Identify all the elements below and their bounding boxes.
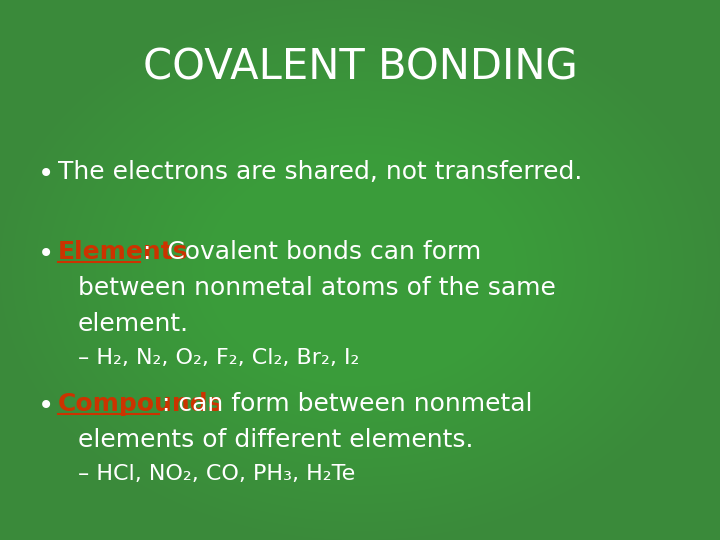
Text: :  Covalent bonds can form: : Covalent bonds can form: [143, 240, 481, 264]
Text: – H₂, N₂, O₂, F₂, Cl₂, Br₂, I₂: – H₂, N₂, O₂, F₂, Cl₂, Br₂, I₂: [78, 348, 359, 368]
Text: •: •: [38, 240, 54, 268]
Text: element.: element.: [78, 312, 189, 336]
Text: : can form between nonmetal: : can form between nonmetal: [162, 392, 533, 416]
Text: COVALENT BONDING: COVALENT BONDING: [143, 47, 577, 89]
Text: The electrons are shared, not transferred.: The electrons are shared, not transferre…: [58, 160, 582, 184]
Text: Compounds: Compounds: [58, 392, 223, 416]
Text: •: •: [38, 160, 54, 188]
Text: between nonmetal atoms of the same: between nonmetal atoms of the same: [78, 276, 556, 300]
Text: elements of different elements.: elements of different elements.: [78, 428, 474, 452]
Text: – HCl, NO₂, CO, PH₃, H₂Te: – HCl, NO₂, CO, PH₃, H₂Te: [78, 464, 355, 484]
Text: •: •: [38, 392, 54, 420]
Text: Elements: Elements: [58, 240, 189, 264]
